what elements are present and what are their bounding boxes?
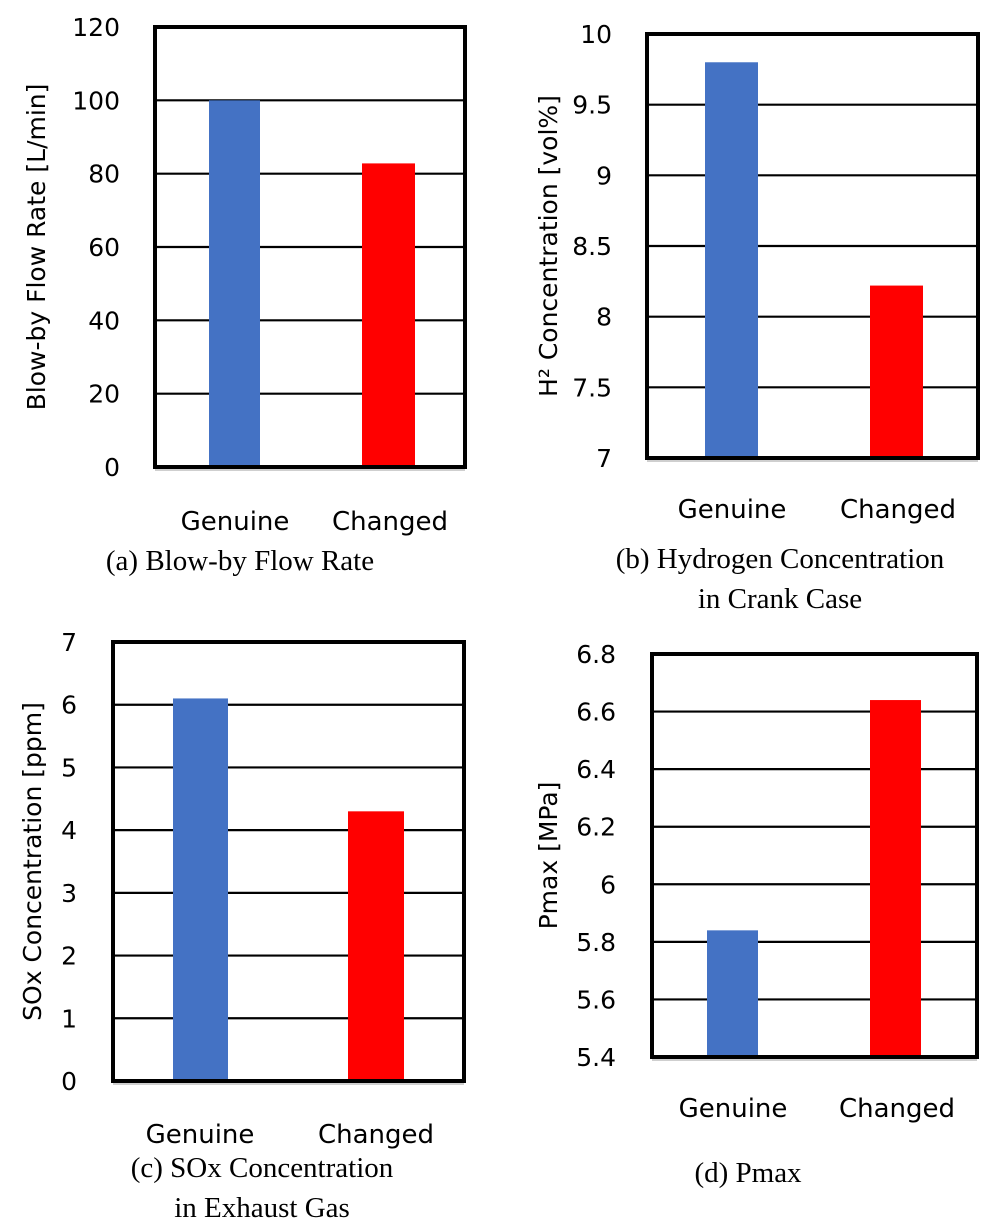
plot-area bbox=[652, 654, 977, 1057]
y-tick-label: 120 bbox=[72, 13, 120, 42]
chart-caption: (c) SOx Concentration bbox=[131, 1152, 394, 1184]
chart-panel-a: 0 20 40 60 80 100 120 Blow-by Flow Rate [L/min]… bbox=[22, 13, 467, 577]
y-tick-label: 9 bbox=[596, 161, 612, 190]
y-tick-label: 6.8 bbox=[576, 640, 616, 669]
x-category-label: Genuine bbox=[181, 507, 290, 537]
chart-caption: in Crank Case bbox=[698, 583, 862, 615]
bar-changed bbox=[870, 285, 923, 458]
y-tick-label: 5.8 bbox=[576, 928, 616, 957]
chart-panel-d: 5.4 5.6 5.8 6 6.2 6.4 6.6 6.8 Pmax [MPa] Genuine C… bbox=[534, 640, 979, 1189]
chart-caption: in Exhaust Gas bbox=[174, 1192, 350, 1224]
y-tick-label: 7.5 bbox=[572, 373, 612, 402]
y-axis-label: SOx Concentration [ppm] bbox=[18, 702, 47, 1021]
y-tick-label: 6 bbox=[600, 870, 616, 899]
y-tick-label: 7 bbox=[596, 444, 612, 473]
bar-genuine bbox=[209, 100, 260, 467]
y-tick-label: 6 bbox=[61, 691, 77, 720]
y-axis-label: Blow-by Flow Rate [L/min] bbox=[22, 84, 51, 411]
y-tick-label: 20 bbox=[88, 380, 120, 409]
chart-caption: (b) Hydrogen Concentration bbox=[616, 543, 945, 575]
y-tick-label: 6.2 bbox=[576, 813, 616, 842]
y-tick-label: 6.6 bbox=[576, 698, 616, 727]
x-category-label: Changed bbox=[839, 1094, 955, 1124]
y-tick-label: 10 bbox=[580, 20, 612, 49]
bar-genuine bbox=[707, 930, 758, 1057]
chart-caption: (d) Pmax bbox=[694, 1157, 802, 1189]
y-tick-label: 100 bbox=[72, 86, 120, 115]
x-category-label: Changed bbox=[332, 507, 448, 537]
bar-changed bbox=[348, 811, 404, 1081]
y-tick-label: 7 bbox=[61, 628, 77, 657]
x-category-label: Genuine bbox=[679, 1094, 788, 1124]
y-tick-label: 40 bbox=[88, 306, 120, 335]
x-category-label: Changed bbox=[840, 495, 956, 525]
bar-changed bbox=[870, 700, 921, 1057]
y-axis-label: H² Concentration [vol%] bbox=[534, 95, 563, 397]
y-tick-label: 0 bbox=[61, 1067, 77, 1096]
y-tick-label: 8.5 bbox=[572, 232, 612, 261]
y-tick-label: 6.4 bbox=[576, 755, 616, 784]
y-tick-label: 60 bbox=[88, 233, 120, 262]
chart-panel-b: 7 7.5 8 8.5 9 9.5 10 H² Concentration [vol%] Gen… bbox=[534, 20, 980, 615]
y-tick-label: 0 bbox=[104, 453, 120, 482]
y-axis-label: Pmax [MPa] bbox=[534, 782, 563, 930]
x-category-label: Genuine bbox=[146, 1120, 255, 1150]
y-tick-label: 80 bbox=[88, 160, 120, 189]
y-tick-label: 4 bbox=[61, 816, 77, 845]
bar-genuine bbox=[173, 698, 228, 1081]
y-tick-label: 2 bbox=[61, 942, 77, 971]
chart-panel-c: 0 1 2 3 4 5 6 7 SOx Concentration [ppm] Genuine Ch… bbox=[18, 628, 466, 1224]
x-category-label: Changed bbox=[318, 1120, 434, 1150]
bar-changed bbox=[362, 163, 415, 467]
y-tick-label: 8 bbox=[596, 303, 612, 332]
x-category-label: Genuine bbox=[678, 495, 787, 525]
plot-frame bbox=[111, 640, 466, 1083]
y-tick-label: 5.4 bbox=[576, 1043, 616, 1072]
chart-caption: (a) Blow-by Flow Rate bbox=[106, 545, 374, 577]
plot-frame bbox=[650, 652, 979, 1059]
bar-genuine bbox=[705, 62, 758, 459]
plot-frame bbox=[645, 32, 980, 460]
y-tick-label: 3 bbox=[61, 879, 77, 908]
y-tick-label: 5.6 bbox=[576, 985, 616, 1014]
plot-frame bbox=[153, 25, 467, 469]
y-tick-label: 9.5 bbox=[572, 91, 612, 120]
plot-area bbox=[113, 642, 464, 1081]
y-tick-label: 1 bbox=[61, 1004, 77, 1033]
y-tick-label: 5 bbox=[61, 753, 77, 782]
